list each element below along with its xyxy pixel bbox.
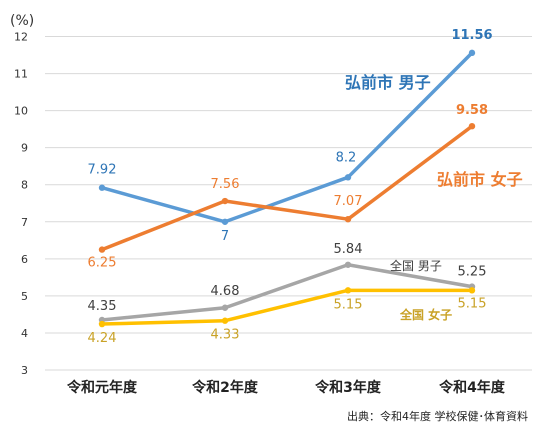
- series-name-label: 弘前市 男子: [345, 73, 431, 92]
- data-point: [221, 218, 229, 225]
- data-label: 7: [221, 229, 229, 244]
- data-point: [344, 261, 352, 268]
- x-tick-label: 令和2年度: [191, 379, 259, 396]
- data-label: 7.56: [211, 177, 240, 192]
- series-name-label: 全国 女子: [399, 307, 452, 322]
- x-tick-label: 令和3年度: [314, 379, 382, 396]
- data-labels: 7.92 7 8.2 11.56 6.25 7.56 7.07 9.58 4.35 4.68 5.8…: [88, 28, 493, 346]
- y-tick-label: 3: [21, 364, 28, 377]
- data-point: [344, 287, 352, 294]
- data-point: [98, 320, 106, 328]
- series-line-2: [100, 263, 474, 322]
- data-label: 7.07: [334, 194, 363, 209]
- data-label: 9.58: [456, 103, 488, 118]
- y-tick-label: 5: [21, 290, 28, 303]
- series-line-1: [100, 124, 474, 252]
- data-point: [344, 215, 352, 223]
- series-name-label: 全国 男子: [390, 258, 442, 273]
- data-point: [221, 304, 229, 311]
- y-axis-unit: (%): [10, 13, 34, 29]
- series-line-0: [100, 51, 474, 224]
- data-label: 7.92: [88, 163, 117, 178]
- x-tick-label: 令和4年度: [438, 379, 506, 396]
- y-tick-label: 7: [21, 216, 28, 229]
- y-tick-label: 12: [14, 31, 28, 44]
- source-note: 出典：令和4年度 学校保健･体育資料: [347, 410, 528, 423]
- data-point: [98, 184, 106, 191]
- data-point: [344, 174, 352, 181]
- series-lines: [100, 51, 474, 326]
- data-label: 4.33: [211, 328, 240, 343]
- data-point: [468, 49, 476, 57]
- data-point: [468, 122, 476, 130]
- y-tick-label: 8: [21, 179, 28, 192]
- data-label: 4.68: [211, 284, 240, 299]
- y-tick-label: 10: [14, 105, 28, 118]
- grid-lines: [45, 36, 532, 371]
- series-line-3: [100, 288, 474, 326]
- series-name-label: 弘前市 女子: [437, 170, 523, 189]
- data-label: 5.15: [458, 296, 487, 311]
- y-tick-label: 6: [21, 253, 28, 266]
- y-tick-label: 9: [21, 142, 28, 155]
- data-label: 5.25: [458, 265, 487, 280]
- data-label: 4.35: [88, 299, 117, 314]
- data-label: 5.15: [334, 297, 363, 312]
- data-label: 8.2: [336, 150, 357, 165]
- y-tick-label: 4: [21, 327, 28, 340]
- data-point: [98, 246, 106, 253]
- data-label: 4.24: [88, 331, 117, 346]
- x-tick-label: 令和元年度: [66, 379, 138, 396]
- y-axis-ticks: 3 4 5 6 7 8 9 10 11 12: [14, 31, 28, 377]
- y-tick-label: 11: [14, 68, 28, 81]
- data-label: 5.84: [334, 242, 363, 257]
- data-label: 6.25: [88, 256, 117, 271]
- series-points: [98, 49, 476, 328]
- data-label: 11.56: [451, 28, 492, 43]
- data-point: [221, 197, 229, 205]
- x-axis-categories: 令和元年度 令和2年度 令和3年度 令和4年度: [66, 379, 506, 396]
- data-point: [221, 317, 229, 324]
- data-point: [468, 287, 476, 294]
